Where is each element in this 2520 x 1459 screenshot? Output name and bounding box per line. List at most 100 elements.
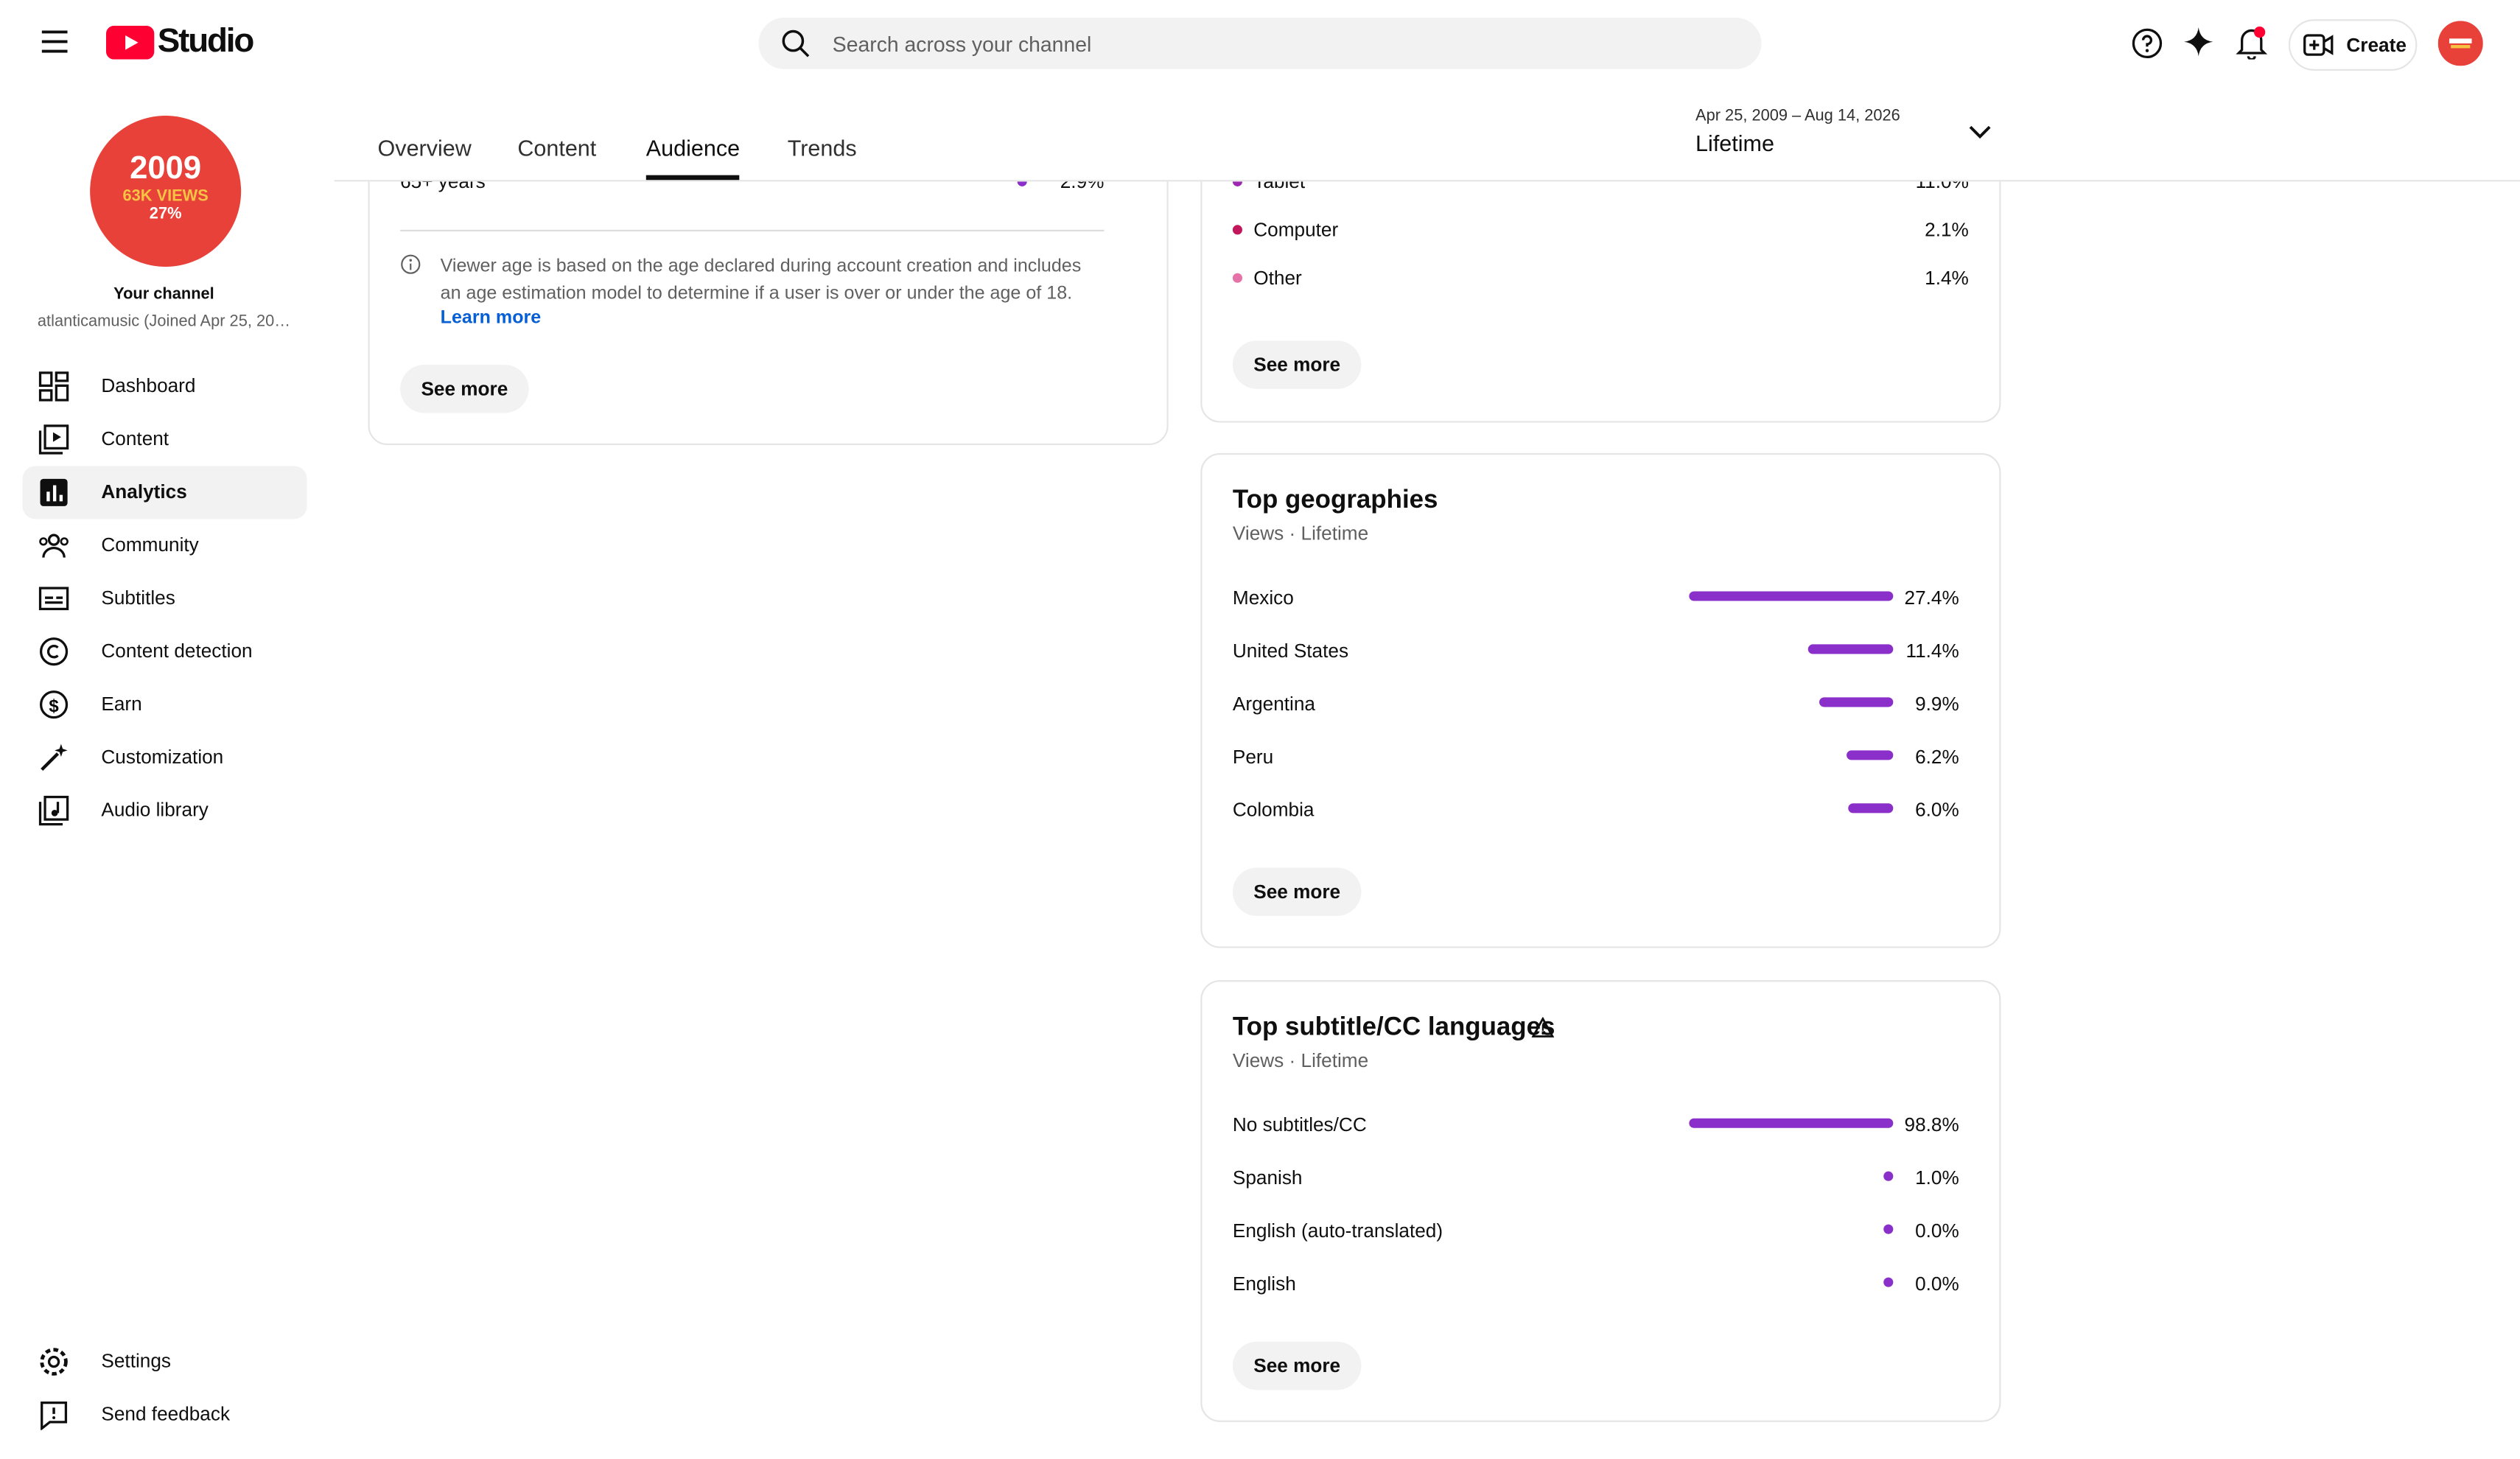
nav-icon	[38, 587, 69, 611]
bell-icon[interactable]	[2236, 26, 2268, 60]
search-icon	[782, 29, 810, 57]
row-value: 27.4%	[1904, 586, 1959, 609]
create-label: Create	[2346, 33, 2407, 57]
row-label: Other	[1253, 266, 1302, 290]
info-icon	[401, 254, 421, 274]
nav-label: Send feedback	[101, 1402, 231, 1426]
nav-item[interactable]: Subtitles	[23, 572, 307, 625]
badge-share: 27%	[149, 206, 182, 224]
channel-badge[interactable]: 2009 63K VIEWS 27%	[90, 116, 242, 267]
geographies-card: Top geographies Views · Lifetime See mor…	[1200, 452, 2001, 948]
nav-icon	[38, 424, 69, 455]
search-box[interactable]: Search across your channel	[758, 17, 1762, 69]
nav-icon	[41, 744, 68, 772]
bar	[1883, 1224, 1894, 1234]
row-value: 2.1%	[1925, 218, 1969, 242]
row-label: Computer	[1253, 218, 1339, 242]
nav-item[interactable]: Content	[23, 413, 307, 466]
divider	[400, 229, 1105, 232]
channel-title: Your channel	[113, 286, 214, 304]
age-note: Viewer age is based on the age declared …	[440, 256, 1082, 304]
nav-icon	[38, 371, 69, 402]
sidebar: 2009 63K VIEWS 27% Your channel atlantic…	[0, 88, 335, 1459]
nav-item[interactable]: Send feedback	[23, 1388, 307, 1441]
nav-icon	[41, 1402, 68, 1430]
legend-dot	[1232, 273, 1242, 283]
nav-icon: $	[39, 690, 69, 719]
row-value: 98.8%	[1904, 1113, 1959, 1136]
nav-item[interactable]: Settings	[23, 1335, 307, 1388]
nav-item[interactable]: Analytics	[22, 466, 307, 519]
create-button[interactable]: Create	[2288, 19, 2418, 71]
bar	[1808, 644, 1894, 654]
row-label: United States	[1232, 639, 1349, 662]
card-title: Top geographies	[1232, 486, 1438, 514]
card-title: Top subtitle/CC languages	[1232, 1013, 1555, 1042]
logo-text: Studio	[157, 22, 255, 60]
nav-icon	[40, 1348, 68, 1376]
see-more[interactable]: See more	[1232, 1341, 1362, 1390]
warning-icon	[1531, 1017, 1555, 1038]
nav-icon	[39, 533, 69, 558]
nav-label: Dashboard	[101, 374, 196, 397]
see-more[interactable]: See more	[400, 364, 529, 413]
bar	[1847, 750, 1894, 760]
row-label: English (auto-translated)	[1232, 1220, 1443, 1242]
row-label: No subtitles/CC	[1232, 1113, 1367, 1136]
row-value: 11.4%	[1905, 639, 1959, 662]
nav-icon	[38, 795, 69, 826]
row-value: 0.0%	[1915, 1273, 1959, 1295]
dropdown-icon[interactable]	[1969, 125, 1992, 140]
row-value: 1.4%	[1925, 266, 1969, 290]
date-label: Lifetime	[1695, 130, 1775, 156]
nav-label: Settings	[101, 1349, 171, 1373]
channel-name: atlanticamusic (Joined Apr 25, 20…	[37, 313, 291, 332]
nav-item[interactable]: Content detection	[23, 625, 307, 678]
nav-label: Analytics	[101, 480, 187, 503]
nav-item[interactable]: $ Earn	[23, 678, 307, 731]
see-more[interactable]: See more	[1232, 867, 1362, 916]
tab[interactable]: Content	[517, 135, 597, 161]
see-more[interactable]: See more	[1232, 340, 1362, 389]
nav-label: Subtitles	[101, 586, 175, 609]
nav-label: Content	[101, 427, 169, 450]
subtitles-card: Top subtitle/CC languages Views · Lifeti…	[1200, 980, 2001, 1422]
row-value: 9.9%	[1915, 692, 1959, 715]
logo-icon[interactable]	[105, 25, 155, 60]
bar	[1689, 1118, 1894, 1128]
help-icon[interactable]	[2131, 27, 2163, 60]
tab[interactable]: Audience	[645, 135, 741, 161]
nav-icon	[40, 478, 68, 506]
avatar[interactable]	[2437, 21, 2483, 66]
nav-item[interactable]: Dashboard	[23, 360, 307, 413]
menu-icon[interactable]	[41, 30, 68, 53]
nav-label: Customization	[101, 745, 224, 769]
nav-label: Community	[101, 533, 199, 556]
card-subtitle: Views · Lifetime	[1232, 522, 1369, 545]
tab[interactable]: Trends	[787, 135, 857, 161]
row-label: Colombia	[1232, 798, 1315, 822]
card-subtitle: Views · Lifetime	[1232, 1049, 1369, 1072]
bar	[1819, 697, 1894, 707]
nav-item[interactable]: Audio library	[23, 784, 307, 837]
sparkle-icon[interactable]	[2184, 27, 2213, 57]
learn-more[interactable]: Learn more	[440, 308, 542, 328]
bar	[1883, 1171, 1894, 1181]
create-icon	[2303, 34, 2334, 56]
row-label: Peru	[1232, 745, 1274, 769]
bar	[1848, 803, 1894, 814]
row-label: English	[1232, 1273, 1296, 1295]
date-range: Apr 25, 2009 – Aug 14, 2026	[1695, 108, 1900, 126]
row-value: 0.0%	[1915, 1220, 1959, 1242]
row-label: Mexico	[1232, 586, 1294, 609]
nav-item[interactable]: Community	[23, 519, 307, 572]
row-label: Argentina	[1232, 692, 1315, 715]
row-label: Spanish	[1232, 1166, 1303, 1189]
tab[interactable]: Overview	[377, 135, 472, 161]
bar	[1883, 1277, 1894, 1287]
legend-dot	[1232, 225, 1242, 235]
row-value: 1.0%	[1915, 1166, 1959, 1189]
nav-item[interactable]: Customization	[23, 731, 307, 784]
